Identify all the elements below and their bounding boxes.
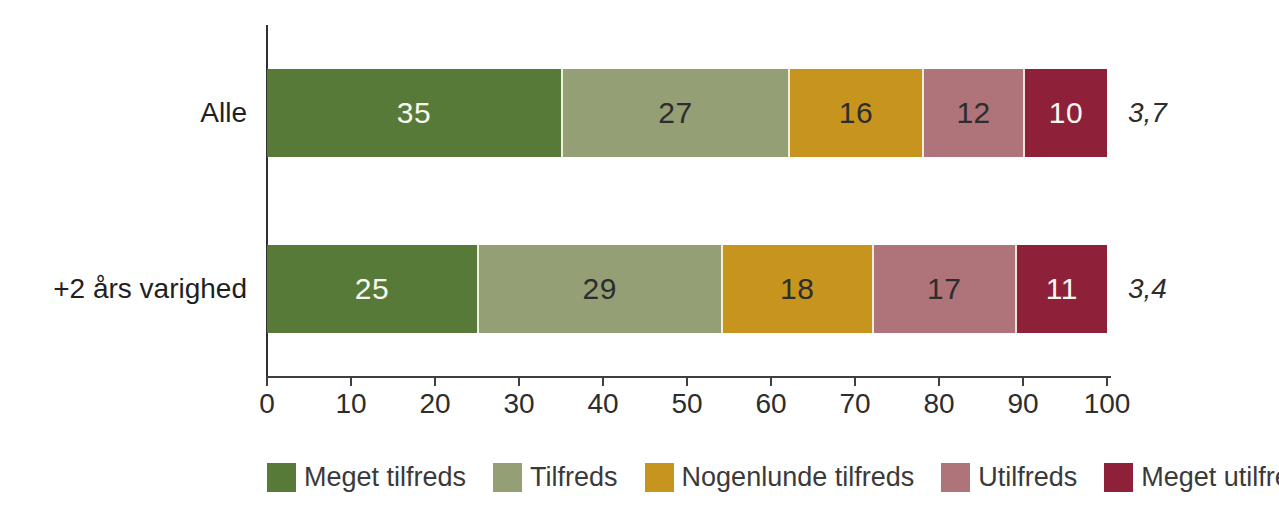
category-label: +2 års varighed bbox=[0, 245, 247, 333]
bar-row: 35 27 16 12 10 bbox=[267, 69, 1107, 157]
x-tick-mark bbox=[350, 377, 352, 386]
legend-label: Tilfreds bbox=[530, 462, 618, 493]
legend-item-tilfreds: Tilfreds bbox=[493, 462, 618, 493]
segment-value: 11 bbox=[1046, 272, 1078, 306]
segment-value: 16 bbox=[839, 96, 873, 130]
legend-swatch bbox=[645, 463, 674, 492]
legend-swatch bbox=[941, 463, 970, 492]
segment-value: 25 bbox=[355, 272, 389, 306]
x-tick-label: 80 bbox=[923, 388, 954, 420]
bar-segment-utilfreds: 17 bbox=[872, 245, 1015, 333]
segment-value: 27 bbox=[658, 96, 692, 130]
stacked-bar-chart: Alle 35 27 16 12 10 3,7 +2 års varighed 25 29 18 17… bbox=[0, 0, 1279, 526]
row-summary-value: 3,4 bbox=[1128, 245, 1268, 333]
bar-segment-meget-tilfreds: 35 bbox=[267, 69, 561, 157]
x-tick-label: 100 bbox=[1084, 388, 1131, 420]
legend-item-meget-utilfreds: Meget utilfreds bbox=[1104, 462, 1279, 493]
segment-value: 12 bbox=[956, 96, 990, 130]
bar-segment-utilfreds: 12 bbox=[922, 69, 1023, 157]
x-tick-label: 0 bbox=[259, 388, 275, 420]
legend-label: Meget utilfreds bbox=[1141, 462, 1279, 493]
legend-swatch bbox=[267, 463, 296, 492]
x-tick-label: 30 bbox=[503, 388, 534, 420]
x-tick-mark bbox=[1022, 377, 1024, 386]
x-tick-label: 10 bbox=[335, 388, 366, 420]
legend-label: Nogenlunde tilfreds bbox=[682, 462, 915, 493]
category-label: Alle bbox=[0, 69, 247, 157]
segment-value: 35 bbox=[397, 96, 431, 130]
legend-item-utilfreds: Utilfreds bbox=[941, 462, 1077, 493]
x-tick-label: 50 bbox=[671, 388, 702, 420]
x-tick-label: 20 bbox=[419, 388, 450, 420]
bar-segment-tilfreds: 29 bbox=[477, 245, 721, 333]
legend-swatch bbox=[493, 463, 522, 492]
bar-segment-nogenlunde-tilfreds: 18 bbox=[721, 245, 872, 333]
x-tick-label: 40 bbox=[587, 388, 618, 420]
bar-segment-nogenlunde-tilfreds: 16 bbox=[788, 69, 922, 157]
bar-segment-meget-utilfreds: 10 bbox=[1023, 69, 1107, 157]
bar-segment-meget-tilfreds: 25 bbox=[267, 245, 477, 333]
bar-segment-tilfreds: 27 bbox=[561, 69, 788, 157]
x-tick-label: 90 bbox=[1007, 388, 1038, 420]
x-tick-mark bbox=[266, 377, 268, 386]
x-tick-label: 70 bbox=[839, 388, 870, 420]
bar-segment-meget-utilfreds: 11 bbox=[1015, 245, 1107, 333]
legend-swatch bbox=[1104, 463, 1133, 492]
x-tick-mark bbox=[1106, 377, 1108, 386]
segment-value: 29 bbox=[583, 272, 617, 306]
x-tick-mark bbox=[434, 377, 436, 386]
legend-label: Meget tilfreds bbox=[304, 462, 466, 493]
x-axis-line bbox=[266, 376, 1111, 378]
segment-value: 10 bbox=[1049, 96, 1083, 130]
x-tick-mark bbox=[686, 377, 688, 386]
x-tick-mark bbox=[770, 377, 772, 386]
legend: Meget tilfreds Tilfreds Nogenlunde tilfred… bbox=[267, 462, 1227, 493]
segment-value: 17 bbox=[927, 272, 961, 306]
legend-item-nogenlunde-tilfreds: Nogenlunde tilfreds bbox=[645, 462, 915, 493]
segment-value: 18 bbox=[780, 272, 814, 306]
x-tick-mark bbox=[854, 377, 856, 386]
legend-item-meget-tilfreds: Meget tilfreds bbox=[267, 462, 466, 493]
x-tick-mark bbox=[518, 377, 520, 386]
bar-row: 25 29 18 17 11 bbox=[267, 245, 1107, 333]
x-tick-label: 60 bbox=[755, 388, 786, 420]
row-summary-value: 3,7 bbox=[1128, 69, 1268, 157]
x-tick-mark bbox=[602, 377, 604, 386]
x-tick-mark bbox=[938, 377, 940, 386]
legend-label: Utilfreds bbox=[978, 462, 1077, 493]
